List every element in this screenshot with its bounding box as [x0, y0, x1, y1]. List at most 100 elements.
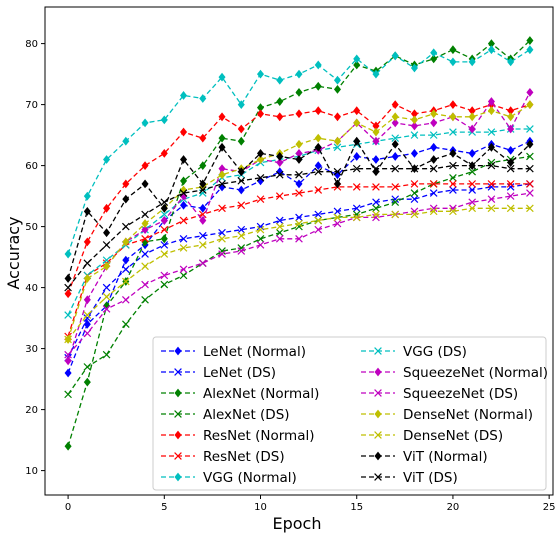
data-point — [333, 136, 342, 146]
data-point — [256, 234, 265, 243]
data-point — [64, 283, 72, 292]
data-point — [64, 335, 72, 344]
data-point — [237, 167, 245, 177]
data-point — [372, 204, 380, 213]
data-point — [83, 329, 92, 338]
data-point — [352, 183, 361, 191]
data-point — [487, 161, 496, 170]
data-point — [391, 183, 400, 191]
data-point — [391, 118, 399, 128]
data-point — [237, 185, 245, 195]
data-point — [430, 118, 438, 128]
data-point — [314, 133, 322, 143]
series-12 — [64, 136, 534, 283]
series-13 — [64, 161, 534, 292]
y-tick-label: 60 — [25, 161, 38, 172]
legend-label: SqueezeNet (Normal) — [403, 365, 548, 381]
data-point — [449, 128, 457, 136]
data-point — [121, 222, 130, 231]
data-point — [526, 36, 534, 45]
data-point — [102, 241, 111, 249]
data-point — [64, 368, 72, 378]
data-point — [333, 75, 342, 85]
data-point — [83, 237, 91, 247]
data-point — [449, 207, 457, 216]
legend-entry: ResNet (DS) — [161, 449, 285, 465]
data-point — [410, 131, 419, 139]
y-tick-label: 40 — [25, 283, 38, 294]
data-point — [83, 319, 91, 329]
data-point — [179, 216, 188, 225]
data-point — [141, 161, 149, 171]
data-point — [160, 241, 169, 249]
y-tick-label: 20 — [25, 405, 38, 416]
legend-entry: VGG (Normal) — [161, 470, 297, 486]
legend-label: AlexNet (DS) — [203, 407, 290, 423]
data-point — [275, 216, 284, 225]
data-point — [218, 142, 226, 152]
data-point — [468, 180, 477, 188]
data-point — [256, 173, 265, 182]
data-point — [314, 81, 322, 91]
data-point — [295, 179, 303, 189]
data-point — [141, 280, 149, 289]
data-point — [487, 183, 496, 191]
series-9 — [64, 189, 534, 359]
data-point — [64, 311, 72, 319]
legend-label: SqueezeNet (DS) — [403, 386, 518, 402]
legend-entry: DenseNet (Normal) — [361, 407, 533, 423]
data-point — [526, 164, 534, 173]
data-point — [103, 155, 111, 164]
data-point — [218, 72, 226, 82]
data-point — [256, 148, 265, 158]
data-point — [121, 277, 130, 286]
data-point — [83, 191, 91, 201]
legend-entry: VGG (DS) — [361, 344, 467, 360]
legend-entry: AlexNet (Normal) — [161, 386, 319, 402]
data-point — [160, 148, 168, 158]
data-point — [487, 128, 496, 136]
data-point — [141, 210, 149, 219]
data-point — [506, 192, 515, 200]
data-point — [468, 57, 476, 67]
data-point — [102, 305, 111, 313]
data-point — [83, 363, 92, 371]
x-tick-label: 5 — [161, 502, 167, 513]
data-point — [179, 189, 188, 197]
data-point — [487, 97, 495, 106]
data-point — [295, 69, 303, 79]
legend-marker — [374, 389, 382, 397]
legend-entry: LeNet (Normal) — [161, 344, 306, 360]
data-point — [64, 390, 72, 399]
axes: 0 5 10 15 20 25 10 20 30 40 50 60 70 80 — [25, 6, 556, 513]
data-point — [64, 274, 72, 283]
data-point — [449, 112, 457, 122]
legend-marker — [374, 409, 382, 419]
data-point — [410, 180, 419, 188]
y-tick-label: 70 — [25, 100, 38, 111]
data-point — [160, 225, 169, 234]
data-point — [449, 173, 457, 182]
data-point — [506, 180, 515, 188]
data-point — [372, 164, 380, 173]
data-point — [526, 204, 534, 213]
series-4 — [64, 100, 534, 299]
data-point — [198, 259, 207, 268]
data-point — [275, 234, 284, 243]
data-point — [160, 115, 168, 125]
data-point — [372, 198, 380, 207]
legend-marker — [174, 410, 182, 418]
legend-marker — [174, 472, 182, 482]
data-point — [179, 265, 188, 274]
data-point — [180, 127, 188, 137]
data-point — [333, 84, 342, 94]
data-point — [314, 161, 322, 171]
legend-marker — [174, 388, 182, 398]
data-point — [487, 158, 496, 167]
y-tick-label: 30 — [25, 344, 38, 355]
legend-box — [152, 336, 547, 491]
data-point — [83, 314, 92, 322]
data-point — [353, 118, 361, 128]
data-point — [256, 195, 265, 203]
